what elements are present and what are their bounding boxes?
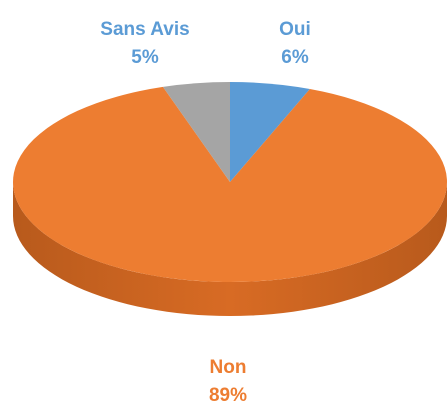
slice-label: Non [210, 357, 247, 378]
slice-label: Sans Avis [100, 19, 189, 40]
slice-value: 5% [131, 47, 159, 68]
pie-slice [230, 82, 310, 182]
slice-value: 89% [209, 385, 247, 405]
slice-label: Oui [279, 19, 311, 40]
slice-value: 6% [281, 47, 309, 68]
pie-side [13, 182, 447, 316]
pie-slice [162, 82, 230, 182]
pie-slice [13, 86, 447, 282]
